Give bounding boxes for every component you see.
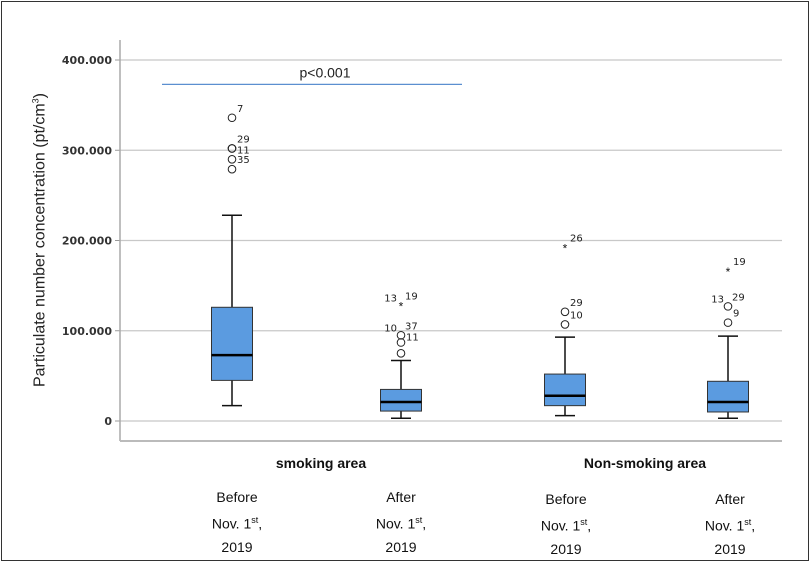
outlier-label: 11	[406, 332, 419, 343]
iqr-box	[707, 380, 749, 413]
category-line1: Before	[545, 491, 587, 507]
category-line2: Nov. 1	[375, 515, 416, 532]
category-line1: After	[715, 491, 745, 507]
category-comma: ,	[587, 517, 592, 534]
category-line2: Nov. 1	[211, 515, 252, 532]
outlier-label: 9	[733, 309, 739, 320]
outlier-label: 7	[237, 104, 243, 115]
outlier-circle	[227, 154, 237, 164]
category-sup: st	[251, 515, 259, 525]
category-label: After Nov. 1st, 2019	[705, 488, 755, 561]
outlier-circle	[396, 349, 406, 358]
outlier-label: 29	[570, 298, 583, 309]
category-sup: st	[415, 515, 423, 525]
outlier-circle	[227, 144, 237, 153]
group-label-non-smoking: Non-smoking area	[583, 455, 707, 471]
iqr-box	[211, 306, 253, 381]
group-label-smoking: smoking area	[275, 455, 367, 471]
outlier-label: 13	[384, 293, 397, 304]
y-tick-label: 300.000	[62, 144, 112, 157]
outlier-circle	[723, 302, 733, 311]
category-line1: After	[386, 489, 416, 505]
category-line2: Nov. 1	[540, 517, 581, 534]
outlier-circle	[227, 164, 237, 174]
outlier-label: 37	[405, 321, 418, 332]
category-sup: st	[580, 517, 588, 527]
outlier-circle	[560, 320, 570, 329]
category-line3: 2019	[221, 538, 253, 555]
category-line3: 2019	[714, 540, 746, 557]
outlier-label: 19	[733, 257, 746, 268]
y-tick-label: 200.000	[62, 235, 112, 248]
y-tick-label: 0	[104, 415, 112, 428]
outlier-circle	[396, 330, 406, 340]
outlier-label: 10	[570, 310, 583, 321]
outlier-label: 10	[384, 323, 397, 334]
category-label: Before Nov. 1st, 2019	[541, 488, 591, 561]
category-line3: 2019	[385, 538, 417, 555]
category-line3: 2019	[550, 540, 582, 557]
category-label: Before Nov. 1st, 2019	[212, 486, 262, 559]
category-comma: ,	[258, 515, 263, 532]
outlier-circle	[723, 318, 733, 327]
outlier-circle	[227, 113, 237, 123]
outlier-label: 13	[711, 294, 724, 305]
outlier-label: 29	[732, 292, 745, 303]
p-value-label: p<0.001	[300, 64, 351, 80]
y-axis-label: Particulate number concentration (pt/cm3…	[30, 92, 49, 388]
extreme-outlier-star: *	[726, 265, 731, 279]
y-tick-label: 100.000	[62, 325, 112, 338]
iqr-box	[544, 373, 586, 407]
outlier-label: 35	[237, 155, 250, 166]
category-line1: Before	[216, 489, 258, 505]
y-tick-label: 400.000	[62, 54, 112, 67]
outlier-label: 26	[570, 234, 583, 245]
outlier-label: 11	[237, 145, 250, 156]
category-sup: st	[744, 517, 752, 527]
outlier-circle	[396, 338, 406, 347]
extreme-outlier-star: *	[399, 299, 404, 313]
outlier-label: 19	[405, 291, 418, 302]
category-comma: ,	[422, 515, 427, 532]
category-label: After Nov. 1st, 2019	[376, 486, 426, 559]
outlier-circle	[560, 307, 570, 317]
category-comma: ,	[751, 517, 756, 534]
outlier-label: 29	[237, 134, 250, 145]
iqr-box	[380, 388, 422, 412]
category-line2: Nov. 1	[704, 517, 745, 534]
extreme-outlier-star: *	[563, 242, 568, 256]
